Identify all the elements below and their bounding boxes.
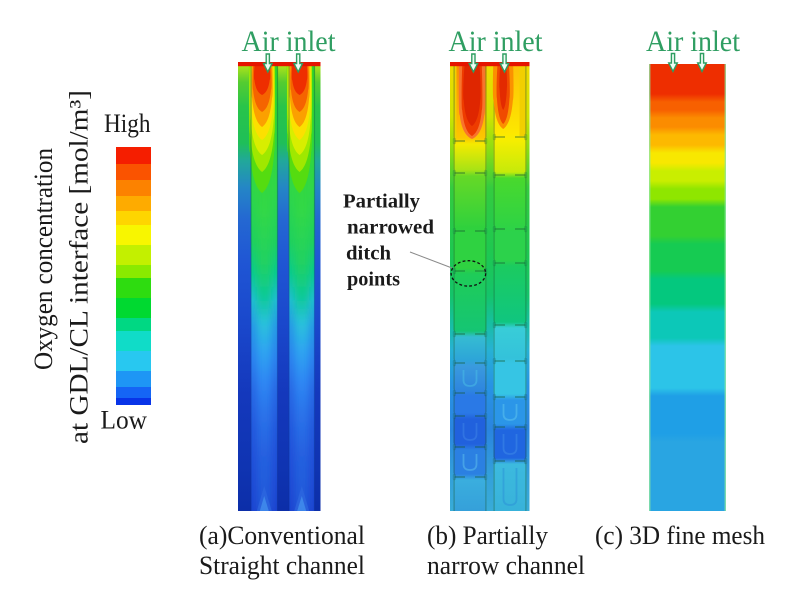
svg-text:ditch: ditch	[346, 243, 392, 265]
svg-text:Straight channel: Straight channel	[199, 551, 365, 580]
svg-text:(b) Partially: (b) Partially	[427, 521, 548, 550]
svg-text:Air inlet: Air inlet	[646, 25, 741, 58]
svg-text:narrow channel: narrow channel	[427, 551, 585, 580]
svg-text:Low: Low	[101, 405, 148, 434]
svg-text:narrowed: narrowed	[347, 217, 435, 239]
svg-text:(a)Conventional: (a)Conventional	[199, 521, 365, 550]
svg-text:points: points	[347, 269, 400, 291]
svg-text:(c) 3D fine mesh: (c) 3D fine mesh	[595, 521, 765, 550]
svg-text:at GDL/CL interface [mol/m³]: at GDL/CL interface [mol/m³]	[65, 90, 94, 444]
svg-text:Partially: Partially	[343, 191, 421, 213]
svg-text:High: High	[104, 109, 151, 138]
svg-text:Oxygen concentration: Oxygen concentration	[29, 148, 58, 370]
svg-text:Air inlet: Air inlet	[242, 25, 337, 58]
svg-text:Air inlet: Air inlet	[449, 25, 544, 58]
